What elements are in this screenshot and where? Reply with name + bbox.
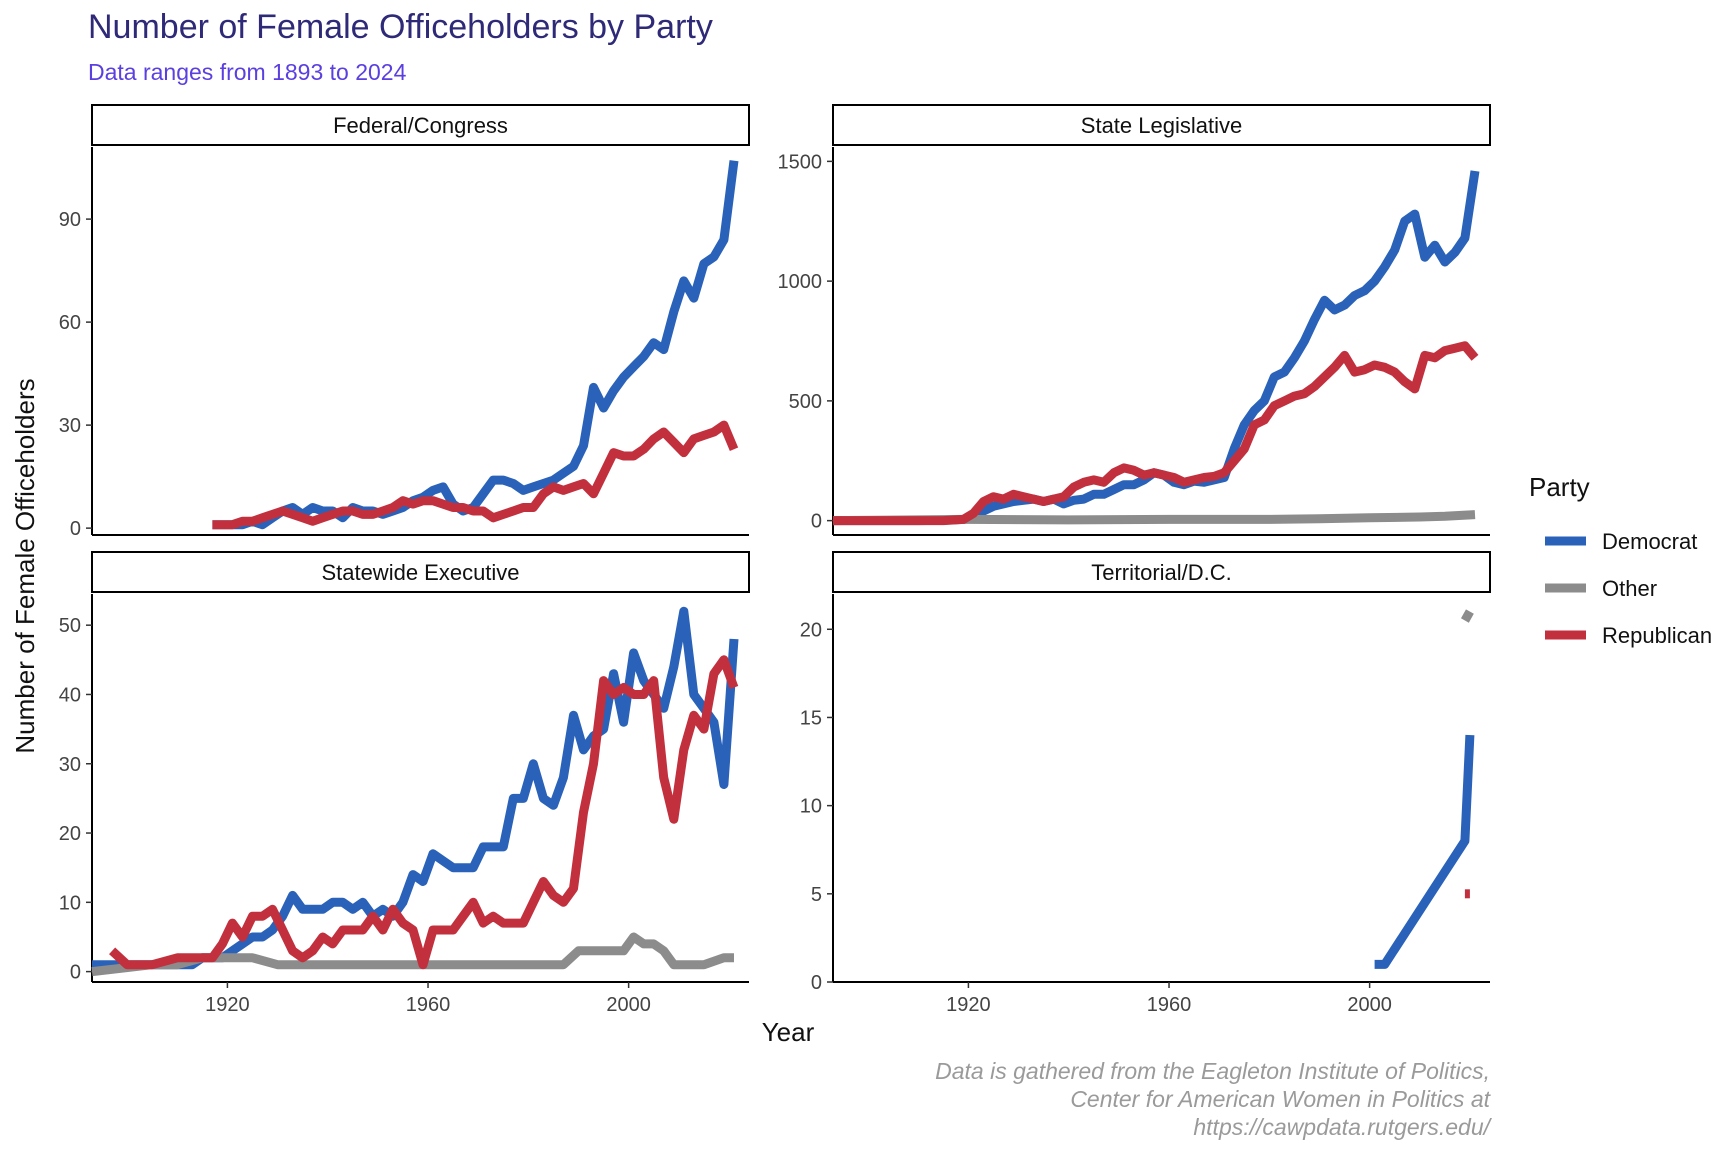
series-line-democrat-statewide-executive: [92, 606, 739, 970]
caption-line-2: Center for American Women in Politics at: [1070, 1086, 1491, 1112]
y-tick-label-state-legislative: 1500: [778, 151, 823, 173]
facet-statewide-executive: Statewide Executive 0 10 20 30 40 50 1920 1960 20…: [59, 551, 750, 1016]
y-tick-label-state-legislative: 500: [789, 391, 822, 413]
series-line-republican-statewide-executive: [109, 655, 739, 970]
series-line-democrat-state-legislative: [833, 170, 1480, 526]
facet-federal-congress: Federal/Congress 0 30 60 90: [59, 104, 750, 540]
series-line-republican-state-legislative: [833, 341, 1479, 526]
y-tick-label-territorial-d-c: 0: [811, 972, 822, 994]
y-tick-label-territorial-d-c: 10: [800, 796, 822, 818]
facet-strip-state-legislative: [832, 104, 1491, 146]
y-tick-label-territorial-d-c: 20: [800, 619, 822, 641]
y-tick-label-statewide-executive: 30: [59, 754, 81, 776]
legend-label-other: Other: [1602, 576, 1657, 601]
series-line-democrat-territorial-d-c: [1374, 734, 1475, 969]
y-tick-label-federal-congress: 90: [59, 209, 81, 231]
y-tick-label-statewide-executive: 10: [59, 892, 81, 914]
y-tick-label-statewide-executive: 50: [59, 615, 81, 637]
caption-line-1: Data is gathered from the Eagleton Insti…: [935, 1058, 1490, 1084]
series-line-other-territorial-d-c: [1460, 609, 1474, 623]
x-tick-label-statewide-executive: 1920: [205, 994, 250, 1016]
caption-line-3: https://cawpdata.rutgers.edu/: [1193, 1114, 1492, 1140]
x-tick-label-statewide-executive: 1960: [406, 994, 451, 1016]
facet-territorial-d-c: Territorial/D.C. 0 5 10 15 20 1920 1960 2000: [800, 551, 1491, 1016]
x-tick-label-territorial-d-c: 2000: [1347, 994, 1392, 1016]
series-line-republican-federal-congress: [212, 420, 739, 530]
x-tick-label-statewide-executive: 2000: [606, 994, 651, 1016]
x-axis-title: Year: [762, 1017, 815, 1047]
y-tick-label-territorial-d-c: 15: [800, 707, 822, 729]
y-tick-label-federal-congress: 30: [59, 415, 81, 437]
chart-title: Number of Female Officeholders by Party: [88, 8, 713, 46]
series-line-other-statewide-executive: [91, 932, 734, 977]
facet-strip-label-state-legislative: State Legislative: [1081, 113, 1242, 138]
y-tick-label-state-legislative: 0: [811, 511, 822, 533]
caption: Data is gathered from the Eagleton Insti…: [935, 1058, 1492, 1140]
legend-label-democrat: Democrat: [1602, 529, 1697, 554]
legend-title: Party: [1529, 472, 1590, 502]
facet-strip-territorial-d-c: [832, 551, 1491, 593]
facet-strip-statewide-executive: [91, 551, 750, 593]
series-line-other-state-legislative: [832, 510, 1476, 526]
facet-strip-label-federal-congress: Federal/Congress: [333, 113, 508, 138]
legend: Party Democrat Other Republican: [1529, 472, 1712, 648]
y-tick-label-territorial-d-c: 5: [811, 884, 822, 906]
facet-strip-federal-congress: [91, 104, 750, 146]
chart-subtitle: Data ranges from 1893 to 2024: [88, 59, 407, 85]
y-axis-title: Number of Female Officeholders: [10, 378, 40, 753]
facet-panels: Federal/Congress 0 30 60 90 State Legislative…: [59, 104, 1491, 1016]
legend-label-republican: Republican: [1602, 623, 1712, 648]
facet-strip-label-territorial-d-c: Territorial/D.C.: [1091, 560, 1232, 585]
y-tick-label-statewide-executive: 0: [70, 962, 81, 984]
y-tick-label-statewide-executive: 40: [59, 684, 81, 706]
facet-state-legislative: State Legislative 0 500 1000 1500: [778, 104, 1491, 536]
y-tick-label-federal-congress: 0: [70, 518, 81, 540]
y-tick-label-state-legislative: 1000: [778, 271, 823, 293]
series-line-democrat-federal-congress: [212, 160, 739, 530]
x-tick-label-territorial-d-c: 1920: [946, 994, 991, 1016]
facet-strip-label-statewide-executive: Statewide Executive: [321, 560, 519, 585]
y-tick-label-statewide-executive: 20: [59, 823, 81, 845]
x-tick-label-territorial-d-c: 1960: [1147, 994, 1192, 1016]
y-tick-label-federal-congress: 60: [59, 312, 81, 334]
